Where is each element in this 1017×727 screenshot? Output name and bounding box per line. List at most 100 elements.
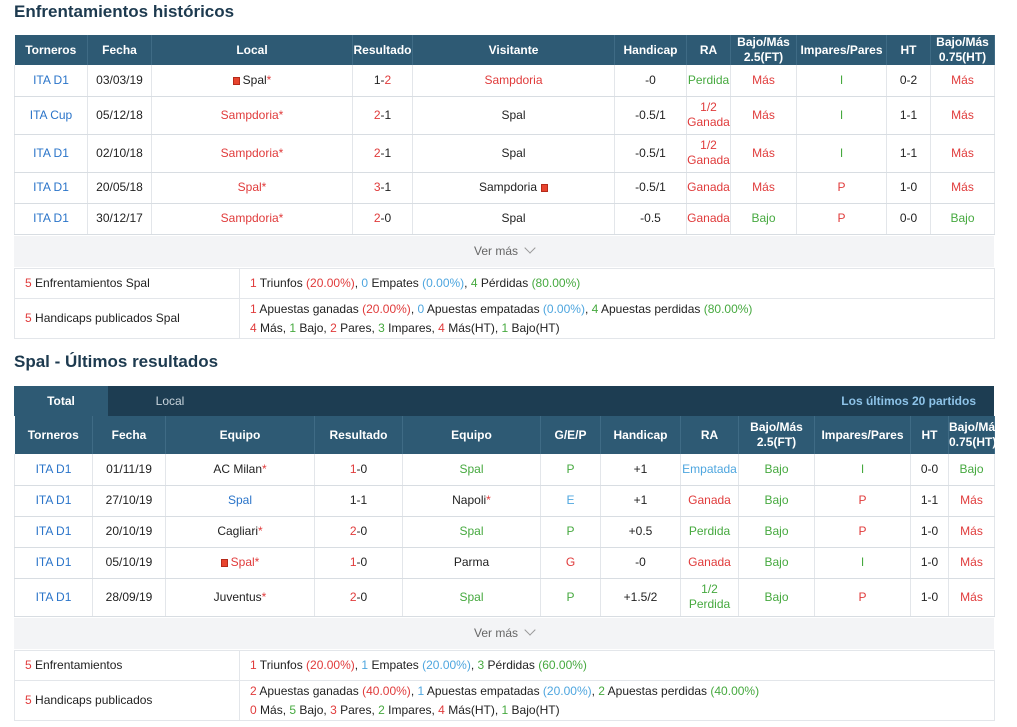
recent-show-more-button[interactable]: Ver más xyxy=(14,618,994,649)
ra-cell: Perdida xyxy=(680,516,739,548)
table-row: ITA D1 03/03/19 Spal* 1-2 Sampdoria -0 Perdida… xyxy=(14,65,995,97)
last-matches-selector[interactable]: Los últimos 20 partidos xyxy=(841,394,976,408)
league-link[interactable]: ITA Cup xyxy=(29,107,73,122)
score-separator: - xyxy=(356,493,361,507)
home-team[interactable]: Spal xyxy=(228,493,252,507)
league-link[interactable]: ITA D1 xyxy=(33,211,69,225)
home-team[interactable]: Sampdoria* xyxy=(221,211,284,225)
away-team[interactable]: Napoli* xyxy=(452,493,491,507)
home-team[interactable]: AC Milan* xyxy=(213,462,266,476)
team-name[interactable]: Sampdoria xyxy=(220,107,279,122)
away-team-cell: Sampdoria xyxy=(412,65,615,97)
away-team[interactable]: Spal xyxy=(459,524,483,538)
home-team[interactable]: Spal* xyxy=(232,72,272,87)
team-name[interactable]: Sampdoria xyxy=(484,72,543,87)
handicap-value-cell: +1.5/2 xyxy=(600,578,681,617)
league-link[interactable]: ITA D1 xyxy=(35,461,72,476)
home-team-cell: Spal xyxy=(165,485,315,517)
home-team[interactable]: Spal* xyxy=(238,180,267,194)
neutral-marker-icon: * xyxy=(266,72,272,87)
away-score: 1 xyxy=(360,493,368,507)
team-name[interactable]: Spal xyxy=(501,211,526,225)
team-name[interactable]: AC Milan xyxy=(213,461,262,476)
halftime-score: 0-2 xyxy=(899,72,918,87)
losses-count: 4 xyxy=(470,276,478,290)
home-score: 2 xyxy=(349,524,357,538)
column-header: Fecha xyxy=(92,416,166,454)
score-cell: 1-0 xyxy=(314,454,403,486)
gep-result-cell: P xyxy=(540,516,601,548)
team-name[interactable]: Spal xyxy=(237,180,262,194)
won-bets-label: Apuestas ganadas xyxy=(256,683,363,698)
away-team[interactable]: Sampdoria xyxy=(478,180,549,194)
score-separator: - xyxy=(380,107,385,122)
team-name[interactable]: Sampdoria xyxy=(220,145,279,160)
h2h-show-more-button[interactable]: Ver más xyxy=(14,236,994,267)
away-team[interactable]: Spal xyxy=(501,146,525,160)
league-link[interactable]: ITA D1 xyxy=(33,145,69,160)
league-link[interactable]: ITA D1 xyxy=(35,589,72,604)
losses-count: 3 xyxy=(477,658,485,672)
team-name[interactable]: Spal xyxy=(501,145,526,160)
odd-count: 3 xyxy=(378,320,385,335)
away-team[interactable]: Spal xyxy=(459,590,483,604)
team-name[interactable]: Spal xyxy=(459,524,484,538)
team-name[interactable]: Spal xyxy=(459,461,484,476)
home-team[interactable]: Juventus* xyxy=(214,590,267,604)
team-name[interactable]: Spal xyxy=(230,555,255,569)
league-link[interactable]: ITA D1 xyxy=(35,555,72,569)
away-score: 0 xyxy=(360,589,368,604)
home-team[interactable]: Sampdoria* xyxy=(221,108,284,122)
score-separator: - xyxy=(380,180,385,194)
team-name[interactable]: Sampdoria xyxy=(478,180,538,194)
team-name[interactable]: Napoli xyxy=(452,493,487,507)
gep-result: P xyxy=(566,461,575,476)
column-header: RA xyxy=(686,35,731,65)
home-team[interactable]: Cagliari* xyxy=(217,524,262,538)
away-team[interactable]: Spal xyxy=(501,108,525,122)
team-name[interactable]: Juventus xyxy=(213,589,262,604)
away-score: 0 xyxy=(384,211,392,225)
halftime-score-cell: 1-0 xyxy=(910,578,949,617)
home-team-cell: Sampdoria* xyxy=(151,203,353,235)
table-row: ITA D1 30/12/17 Sampdoria* 2-0 Spal -0.5 Ganad… xyxy=(14,203,995,235)
ra-result-detail: Ganada xyxy=(687,153,730,167)
league-link[interactable]: ITA D1 xyxy=(35,493,72,507)
odd-even-cell: P xyxy=(814,578,911,617)
team-name[interactable]: Sampdoria xyxy=(220,211,279,225)
team-name[interactable]: Spal xyxy=(501,107,526,122)
handicap-value: -0.5/1 xyxy=(635,145,666,160)
team-name[interactable]: Cagliari xyxy=(217,524,258,538)
tab-local[interactable]: Local xyxy=(155,394,185,408)
league-link[interactable]: ITA D1 xyxy=(35,524,72,538)
team-name[interactable]: Spal xyxy=(459,589,484,604)
away-team[interactable]: Sampdoria xyxy=(484,73,542,87)
handicap-value: -0.5/1 xyxy=(635,107,666,122)
score-cell: 2-0 xyxy=(314,578,403,617)
under-ht-count: 1 xyxy=(501,702,509,717)
score-separator: - xyxy=(356,555,361,569)
league-link[interactable]: ITA D1 xyxy=(33,180,69,194)
odd-label: Impares, xyxy=(384,320,439,335)
odd-even-cell: P xyxy=(796,172,887,204)
home-team[interactable]: Spal* xyxy=(220,555,259,569)
over-ht-label: Más(HT), xyxy=(444,702,502,717)
team-name[interactable]: Spal xyxy=(242,72,267,87)
wins-label: Triunfos xyxy=(256,276,307,290)
over-under-cell: Bajo xyxy=(738,454,815,486)
away-team[interactable]: Parma xyxy=(454,555,489,569)
away-team[interactable]: Spal xyxy=(501,211,525,225)
team-name[interactable]: Parma xyxy=(453,555,490,569)
lost-bets-count: 4 xyxy=(591,301,599,316)
league-link[interactable]: ITA D1 xyxy=(33,72,69,87)
away-team[interactable]: Spal xyxy=(459,462,483,476)
draws-pct: (20.00%) xyxy=(422,658,471,672)
summary-label: Enfrentamientos Spal xyxy=(31,276,150,290)
home-team[interactable]: Sampdoria* xyxy=(221,146,284,160)
team-name[interactable]: Spal xyxy=(227,493,253,507)
over-under: Más xyxy=(752,180,775,194)
over-under: Más xyxy=(752,145,775,160)
tab-total[interactable]: Total xyxy=(14,386,108,416)
halftime-score: 1-1 xyxy=(899,145,918,160)
wins-count: 1 xyxy=(250,658,257,672)
